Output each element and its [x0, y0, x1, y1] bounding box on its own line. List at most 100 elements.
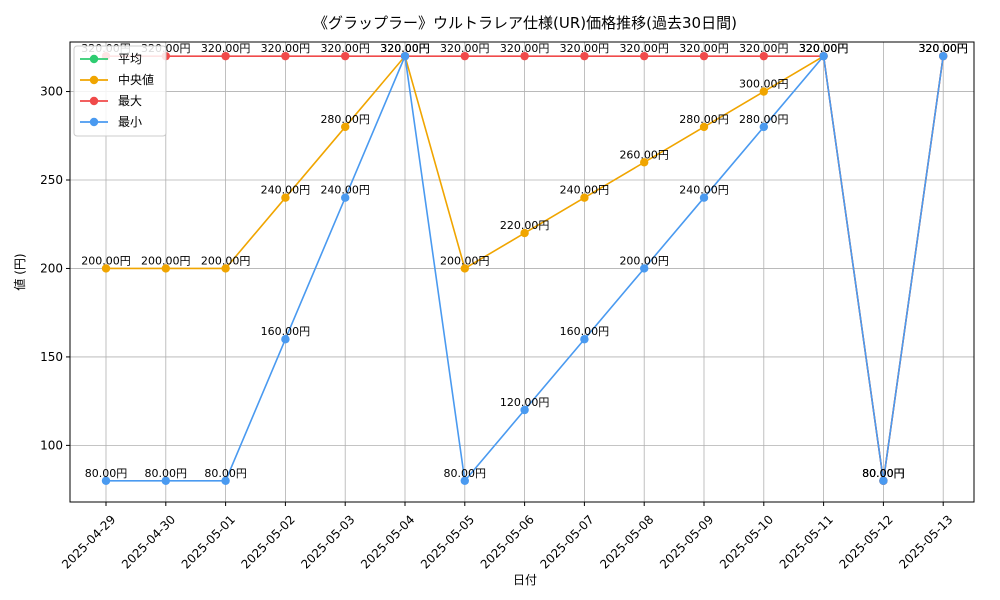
data-label: 200.00円 — [619, 254, 669, 267]
series-point-2 — [580, 51, 589, 61]
data-label: 80.00円 — [862, 467, 905, 480]
series-point-1 — [281, 193, 290, 202]
legend-marker — [89, 54, 99, 64]
data-label: 320.00円 — [500, 42, 550, 55]
data-label: 80.00円 — [444, 467, 487, 480]
series-point-3 — [819, 51, 828, 61]
series-point-2 — [640, 51, 649, 61]
series-point-2 — [460, 51, 469, 61]
data-label: 80.00円 — [145, 467, 188, 480]
data-label: 320.00円 — [679, 42, 729, 55]
data-label: 280.00円 — [739, 113, 789, 126]
data-label: 320.00円 — [918, 42, 968, 55]
series-point-3 — [640, 264, 649, 273]
y-tick-label: 250 — [40, 173, 63, 187]
data-label: 300.00円 — [739, 78, 789, 91]
series-point-2 — [520, 51, 529, 61]
data-label: 280.00円 — [679, 113, 729, 126]
series-point-1 — [161, 264, 170, 273]
legend-marker — [89, 117, 99, 127]
data-label: 120.00円 — [500, 396, 550, 409]
legend-marker — [89, 75, 99, 85]
data-label: 320.00円 — [380, 42, 430, 55]
data-label: 240.00円 — [679, 184, 729, 197]
series-point-3 — [699, 193, 709, 202]
series-point-1 — [341, 122, 350, 132]
legend-box — [73, 45, 167, 137]
series-point-3 — [341, 193, 350, 202]
data-label: 200.00円 — [201, 254, 251, 267]
data-label: 320.00円 — [560, 42, 610, 55]
series-point-2 — [221, 51, 230, 61]
legend-entry: 最小 — [118, 115, 142, 129]
series-point-1 — [520, 228, 529, 238]
chart-title: 《グラップラー》ウルトラレア仕様(UR)価格推移(過去30日間) — [313, 14, 737, 32]
series-point-3 — [101, 476, 111, 485]
series-point-3 — [939, 51, 948, 61]
y-tick-label: 200 — [40, 261, 63, 275]
series-point-3 — [161, 476, 170, 485]
x-axis-label: 日付 — [513, 573, 537, 587]
data-label: 80.00円 — [204, 467, 247, 480]
data-label: 80.00円 — [862, 467, 905, 480]
data-label: 200.00円 — [440, 254, 490, 267]
data-label-layer: 200.00円 200.00円 200.00円 240.00円 280.00円 320.0… — [81, 42, 968, 480]
series-point-1 — [221, 264, 230, 273]
data-label: 80.00円 — [85, 467, 128, 480]
series-point-1 — [759, 87, 768, 96]
series-point-2 — [759, 51, 768, 61]
data-label: 320.00円 — [799, 42, 849, 55]
data-label: 320.00円 — [380, 42, 430, 55]
data-label: 320.00円 — [918, 42, 968, 55]
data-label: 240.00円 — [261, 184, 311, 197]
y-tick-label: 150 — [40, 350, 63, 364]
series-point-3 — [221, 476, 230, 485]
legend-entry: 最大 — [118, 94, 142, 108]
data-label: 80.00円 — [862, 467, 905, 480]
legend-entry: 中央値 — [118, 72, 154, 87]
series-point-3 — [460, 476, 469, 485]
data-label: 320.00円 — [619, 42, 669, 55]
data-label: 240.00円 — [560, 184, 610, 197]
legend-marker — [89, 96, 99, 106]
series-point-1 — [580, 193, 589, 202]
series-point-3 — [879, 476, 888, 485]
plot-frame — [69, 41, 975, 503]
series-point-3 — [580, 335, 589, 344]
y-tick-label: 300 — [40, 85, 63, 99]
series-layer — [101, 51, 948, 485]
series-point-3 — [281, 335, 290, 344]
data-label: 160.00円 — [560, 325, 610, 338]
data-label: 220.00円 — [500, 219, 550, 232]
data-label: 260.00円 — [619, 148, 669, 161]
legend-entry: 平均 — [118, 52, 142, 66]
series-point-1 — [640, 158, 649, 167]
data-label: 320.00円 — [380, 42, 430, 55]
y-axis-label: 値 (円) — [12, 253, 27, 290]
data-label: 160.00円 — [261, 325, 311, 338]
series-point-2 — [699, 51, 709, 61]
data-label: 320.00円 — [320, 42, 370, 55]
data-label: 280.00円 — [320, 113, 370, 126]
data-label: 240.00円 — [320, 184, 370, 197]
series-point-3 — [520, 405, 529, 415]
data-label: 200.00円 — [141, 254, 191, 267]
data-label: 320.00円 — [201, 42, 251, 55]
series-point-2 — [281, 51, 290, 61]
data-label: 320.00円 — [799, 42, 849, 55]
series-point-1 — [101, 264, 111, 273]
data-label: 320.00円 — [918, 42, 968, 55]
data-label: 320.00円 — [799, 42, 849, 55]
series-point-3 — [759, 122, 768, 132]
y-tick-label: 100 — [40, 438, 63, 452]
data-label: 320.00円 — [261, 42, 311, 55]
series-point-1 — [699, 122, 709, 132]
data-label: 320.00円 — [440, 42, 490, 55]
data-label: 320.00円 — [739, 42, 789, 55]
series-point-1 — [460, 264, 469, 273]
series-point-3 — [400, 51, 410, 61]
data-label: 200.00円 — [81, 254, 131, 267]
